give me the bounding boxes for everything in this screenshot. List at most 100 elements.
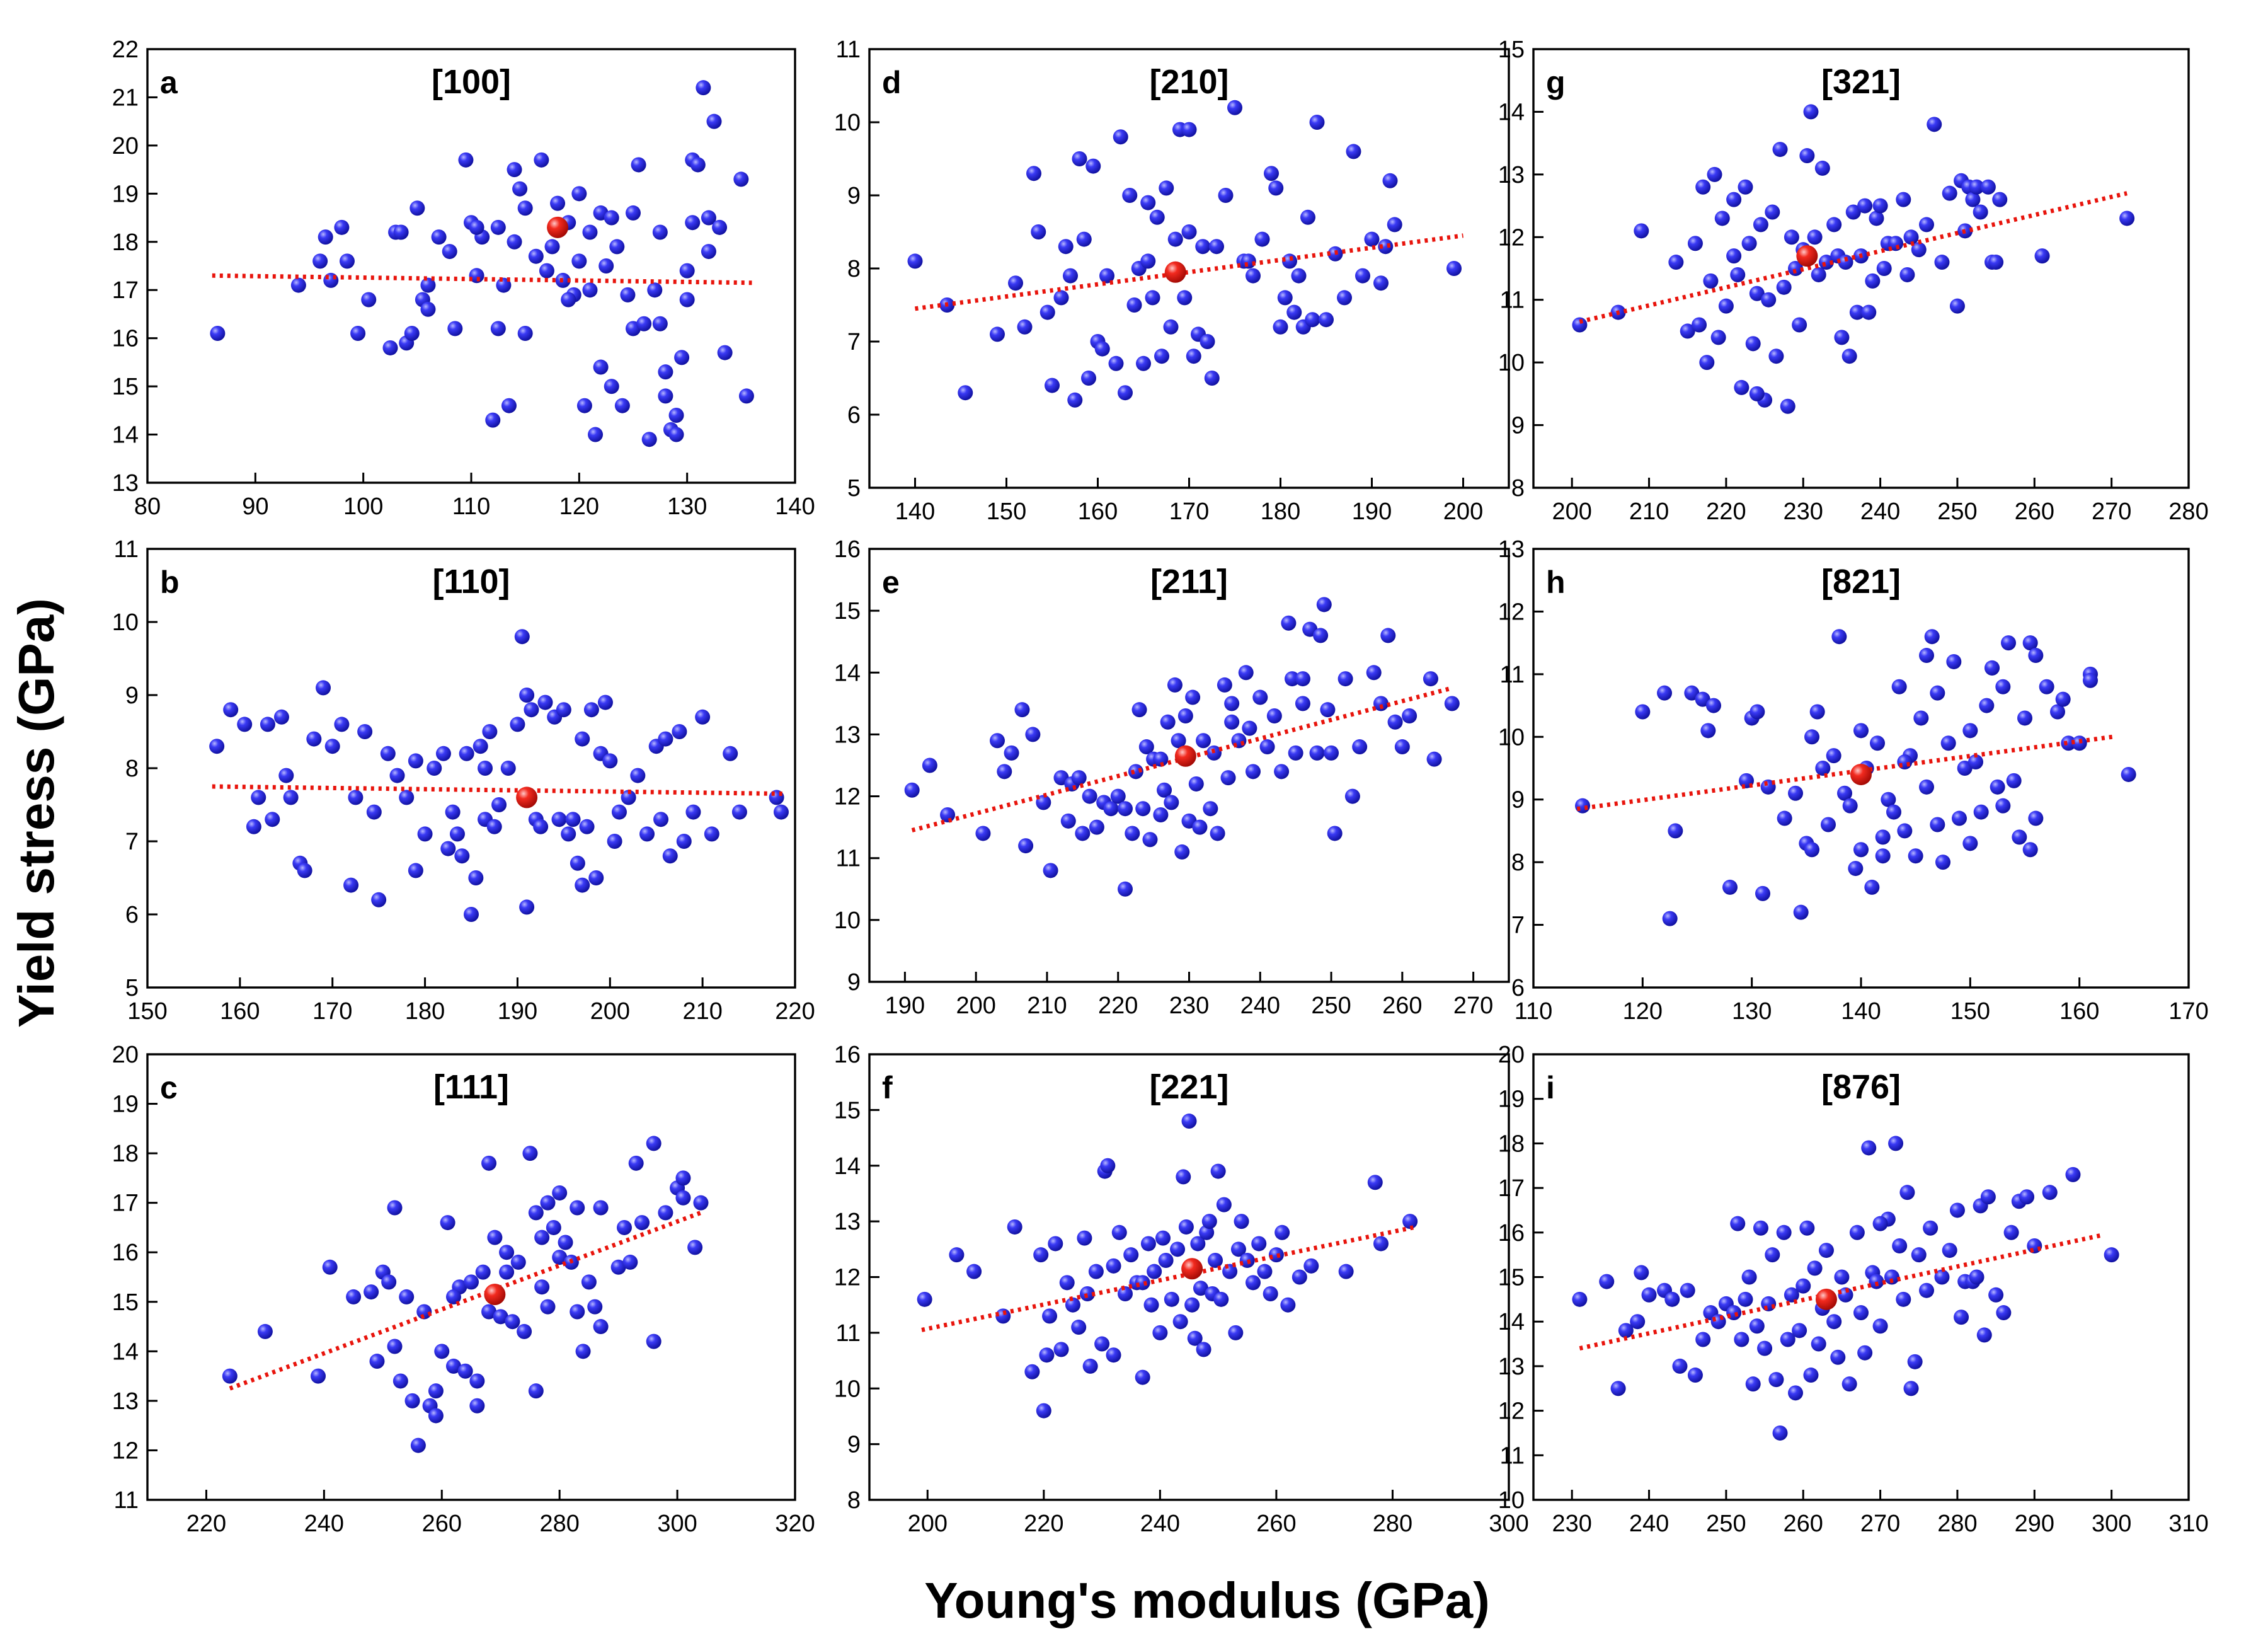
panel-f-data-point [1228,1325,1244,1340]
panel-c-x-tick-label: 320 [775,1511,815,1537]
panel-e-data-point [1089,819,1104,835]
panel-i-data-point [1996,1305,2012,1321]
panel-c-data-point [381,1274,397,1290]
panel-c-data-point [487,1229,503,1245]
panel-c-y-tick-label: 17 [112,1190,139,1217]
panel-i-y-tick-label: 19 [1498,1086,1525,1113]
panel-c-data-point [575,1344,591,1359]
panel-b-data-point [575,731,590,747]
panel-a-data-point [501,398,517,413]
panel-a-data-point [334,219,350,235]
panel-e-data-point [1157,782,1172,798]
panel-h-x-tick-label: 110 [1515,998,1553,1025]
panel-c-data-point [481,1304,497,1320]
panel-i-data-point [1749,1318,1765,1334]
panel-i-data-point [1788,1385,1803,1401]
panel-i-y-tick-label: 15 [1498,1265,1525,1291]
panel-b-title: [110] [432,563,510,601]
panel-h-data-point [1919,648,1934,664]
panel-i-data-point [1834,1269,1850,1285]
panel-g-data-point [1703,273,1719,289]
panel-h-data-point [1804,842,1819,858]
panel-e-data-point [1118,801,1133,817]
panel-h-data-point [1837,785,1852,801]
panel-a-data-point [339,253,355,269]
panel-g-data-point [1826,217,1842,233]
panel-h-data-point [1793,904,1809,920]
panel-b-data-point [449,826,465,842]
panel-g-data-point [1872,198,1888,214]
panel-a-data-point [490,321,506,337]
panel-i-data-point [1680,1282,1695,1298]
panel-i-data-point [1610,1381,1626,1396]
panel-d-data-point [1227,100,1242,115]
panel-e-data-point [1423,671,1438,687]
panel-e-data-point [1320,702,1336,718]
panel-f-data-point [1208,1252,1223,1268]
panel-d-data-point [1240,253,1256,269]
panel-c-data-point [481,1155,497,1171]
panel-e-data-point [1174,844,1190,860]
panel-f-data-point [917,1291,932,1307]
panel-d-title: [210] [1149,63,1228,101]
panel-c-y-tick-label: 16 [112,1240,139,1266]
panel-c-data-point [528,1205,544,1221]
panel-a-data-point [469,219,484,235]
panel-f-data-point [1213,1291,1229,1307]
panel-i-data-point [1776,1224,1792,1240]
panel-b-data-point [556,702,571,718]
panel-g-data-point [1753,217,1768,233]
panel-c-data-point [346,1289,362,1304]
panel-i-data-point [1969,1269,1984,1285]
panel-d-data-point [1085,158,1101,174]
panel-c-y-tick-label: 19 [112,1091,139,1118]
panel-a-y-tick-label: 19 [112,181,139,207]
panel-c-data-point [311,1368,326,1384]
panels: 80 90 100 110 120 130 140 13 14 15 16 17 18 19 20 21 22 a… [112,37,2209,1537]
panel-a-x-tick-label: 130 [667,493,707,520]
panel-i-data-point [1784,1287,1799,1303]
panel-b-data-point [514,629,530,645]
panel-a-x-tick-label: 120 [559,493,599,520]
panel-h-data-point [1804,729,1819,745]
panel-f-data-point [1065,1297,1080,1313]
panel-b-data-point [653,812,669,827]
panel-f-data-point [1036,1403,1051,1419]
panel-e-data-point [1177,708,1193,723]
panel-d-data-point [1026,166,1041,181]
panel-i-data-point [1903,1381,1919,1396]
panel-f-data-point [1201,1214,1217,1229]
panel-e-data-point [1060,813,1076,829]
panel-h-letter: h [1546,565,1566,600]
panel-c-data-point [675,1170,691,1186]
panel-a-data-point [571,253,587,269]
panel-h-data-point [2001,635,2016,651]
panel-d-data-point [1140,253,1156,269]
panel-c-data-point [392,1373,408,1389]
panel-c-x-tick-label: 260 [422,1511,462,1537]
panel-g-data-point [1849,304,1865,320]
panel-i-data-point [1849,1224,1865,1240]
panel-e-x-tick-label: 210 [1027,993,1067,1019]
panel-b-data-point [695,709,711,725]
panel-c-x-tick-label: 240 [304,1511,344,1537]
panel-f-data-point [1216,1197,1232,1212]
panel-b-letter: b [160,565,180,600]
panel-d-data-point [1277,290,1293,306]
panel-a-data-point [447,321,463,337]
panel-f-data-point [1007,1219,1022,1235]
panel-e-data-point [1426,751,1442,767]
panel-g-data-point [1973,204,1988,220]
panel-c-data-point [469,1373,485,1389]
panel-h-data-point [1722,879,1738,895]
panel-b-data-point [348,790,364,805]
panel-g-data-point [2119,210,2135,226]
panel-g-data-point [1799,148,1815,164]
panel-b-data-point [324,739,340,754]
panel-h-data-point [1930,817,1945,832]
panel-e-y-tick-label: 11 [836,846,861,872]
panel-c-data-point [558,1235,573,1250]
panel-e-data-point [1164,795,1179,810]
panel-d-data-point [1186,348,1201,364]
panel-b-data-point [565,812,581,827]
